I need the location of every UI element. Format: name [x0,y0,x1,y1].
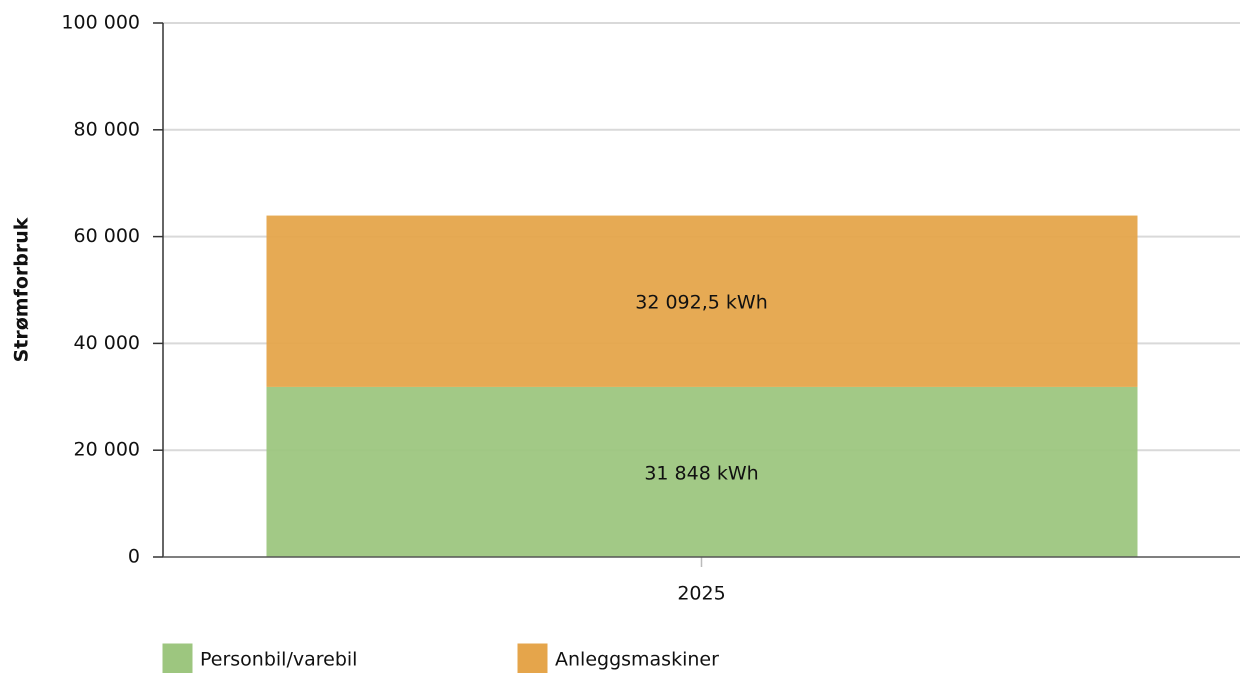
data-label: 31 848 kWh [644,462,758,484]
y-tick-label: 40 000 [74,332,140,354]
bar-segment [266,386,1138,557]
y-tick-label: 100 000 [61,12,140,34]
bar-segment [266,215,1138,387]
legend-label: Anleggsmaskiner [555,649,719,671]
y-tick-label: 0 [128,546,140,568]
legend-swatch [162,643,193,673]
legend-label: Personbil/varebil [200,649,357,671]
y-tick-label: 20 000 [74,439,140,461]
legend-swatch [517,643,548,673]
x-tick-label: 2025 [677,583,725,605]
y-tick-label: 80 000 [74,118,140,140]
y-tick-label: 60 000 [74,225,140,247]
data-label: 32 092,5 kWh [635,292,767,314]
y-axis-label: Strømforbruk [11,217,33,362]
